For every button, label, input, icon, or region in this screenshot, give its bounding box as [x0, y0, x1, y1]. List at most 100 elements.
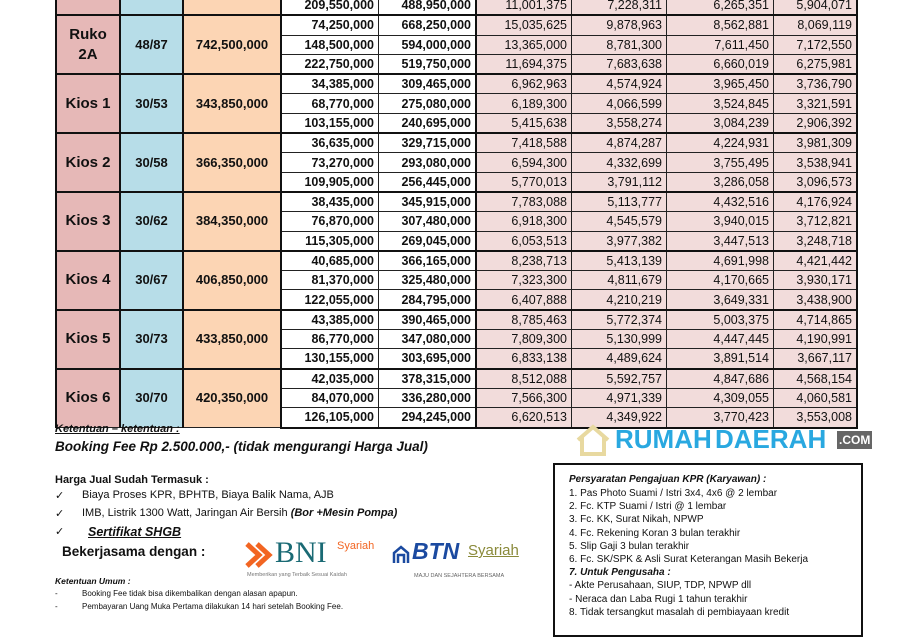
- dp-cell: 209,550,000: [280, 0, 379, 16]
- kpr-item: 7. Untuk Pengusaha :: [569, 567, 671, 579]
- monthly-cell: 8,562,881: [666, 14, 774, 36]
- table-row: 81,370,000 325,480,000 7,323,300 4,811,679 4…: [56, 270, 858, 291]
- dash-bullet: -: [55, 589, 58, 598]
- monthly-cell: 4,176,924: [773, 190, 858, 213]
- monthly-cell: 6,620,513: [475, 407, 572, 429]
- monthly-cell: 3,965,450: [666, 73, 774, 95]
- dp-cell: 81,370,000: [280, 270, 379, 291]
- monthly-cell: 3,667,117: [773, 348, 858, 370]
- btn-name: BTN: [412, 538, 460, 564]
- unit-type: Kios 3: [55, 190, 121, 252]
- price-cell: [182, 0, 282, 16]
- table-row: Kios 4 30/67 406,850,000 40,685,000 366,165,…: [55, 249, 858, 311]
- monthly-cell: 4,060,581: [773, 387, 858, 409]
- unit-size: 30/70: [119, 367, 184, 429]
- monthly-cell: 3,553,008: [773, 407, 858, 429]
- monthly-cell: 4,332,699: [571, 152, 667, 173]
- monthly-cell: 4,066,599: [571, 93, 667, 114]
- remaining-cell: 668,250,000: [378, 14, 477, 36]
- remaining-cell: 256,445,000: [378, 171, 477, 193]
- unit-price: 406,850,000: [182, 249, 282, 311]
- monthly-cell: 3,770,423: [666, 407, 774, 429]
- kpr-item: 1. Pas Photo Suami / Istri 3x4, 4x6 @ 2 …: [569, 488, 778, 499]
- monthly-cell: 3,791,112: [571, 171, 667, 193]
- monthly-cell: 13,365,000: [475, 34, 572, 55]
- monthly-cell: 3,096,573: [773, 171, 858, 193]
- btn-syariah-logo: BTN Syariah MAJU DAN SEJAHTERA BERSAMA: [392, 538, 542, 580]
- monthly-cell: 5,130,999: [571, 329, 667, 350]
- monthly-cell: 7,172,550: [773, 34, 858, 55]
- watermark-suffix: .COM: [837, 431, 873, 449]
- monthly-cell: 3,940,015: [666, 211, 774, 232]
- monthly-cell: 5,904,071: [773, 0, 858, 16]
- type-cell: [55, 0, 121, 16]
- monthly-cell: 4,421,442: [773, 249, 858, 272]
- table-row: 76,870,000 307,480,000 6,918,300 4,545,579 3…: [56, 211, 858, 232]
- dp-cell: 103,155,000: [280, 112, 379, 134]
- size-cell: [119, 0, 184, 16]
- include-item: Biaya Proses KPR, BPHTB, Biaya Balik Nam…: [82, 489, 334, 501]
- unit-price: 343,850,000: [182, 73, 282, 134]
- table-row: Kios 5 30/73 433,850,000 43,385,000 390,465,…: [55, 308, 858, 370]
- btn-tagline: MAJU DAN SEJAHTERA BERSAMA: [414, 573, 505, 579]
- dp-cell: 76,870,000: [280, 211, 379, 232]
- table-row: 68,770,000 275,080,000 6,189,300 4,066,599 3…: [56, 93, 858, 114]
- monthly-cell: 4,447,445: [666, 329, 774, 350]
- monthly-cell: 3,930,171: [773, 270, 858, 291]
- monthly-cell: 3,977,382: [571, 230, 667, 252]
- monthly-cell: 4,811,679: [571, 270, 667, 291]
- dp-cell: 74,250,000: [280, 14, 379, 36]
- dp-cell: 36,635,000: [280, 132, 379, 154]
- dp-cell: 148,500,000: [280, 34, 379, 55]
- house-icon: [576, 424, 610, 456]
- bni-logo-icon: [245, 542, 273, 568]
- monthly-cell: 9,878,963: [571, 14, 667, 36]
- monthly-cell: 3,447,513: [666, 230, 774, 252]
- dp-cell: 115,305,000: [280, 230, 379, 252]
- kpr-item: 8. Tidak tersangkut masalah di pembiayaa…: [569, 606, 790, 618]
- monthly-cell: 5,770,013: [475, 171, 572, 193]
- monthly-cell: 4,691,998: [666, 249, 774, 272]
- monthly-cell: 5,003,375: [666, 308, 774, 331]
- unit-type: Kios 4: [55, 249, 121, 311]
- monthly-cell: 8,781,300: [571, 34, 667, 55]
- unit-price: 433,850,000: [182, 308, 282, 370]
- kpr-item: - Neraca dan Laba Rugi 1 tahun terakhir: [569, 593, 748, 605]
- monthly-cell: 8,512,088: [475, 367, 572, 389]
- dp-cell: 222,750,000: [280, 53, 379, 75]
- remaining-cell: 336,280,000: [378, 387, 477, 409]
- monthly-cell: 6,962,963: [475, 73, 572, 95]
- partner-label: Bekerjasama dengan :: [62, 544, 206, 559]
- remaining-cell: 294,245,000: [378, 407, 477, 429]
- monthly-cell: 6,660,019: [666, 53, 774, 75]
- monthly-cell: 3,438,900: [773, 289, 858, 311]
- monthly-cell: 7,228,311: [571, 0, 667, 16]
- btn-logo-icon: [392, 545, 410, 563]
- dp-cell: 73,270,000: [280, 152, 379, 173]
- monthly-cell: 6,189,300: [475, 93, 572, 114]
- unit-type: Kios 2: [55, 132, 121, 193]
- unit-size: 30/67: [119, 249, 184, 311]
- monthly-cell: 7,783,088: [475, 190, 572, 213]
- monthly-cell: 5,415,638: [475, 112, 572, 134]
- terms-heading: Ketentuan – ketentuan :: [55, 423, 180, 435]
- monthly-cell: 4,489,624: [571, 348, 667, 370]
- monthly-cell: 4,545,579: [571, 211, 667, 232]
- monthly-cell: 4,971,339: [571, 387, 667, 409]
- monthly-cell: 3,321,591: [773, 93, 858, 114]
- remaining-cell: 329,715,000: [378, 132, 477, 154]
- monthly-cell: 7,809,300: [475, 329, 572, 350]
- monthly-cell: 3,286,058: [666, 171, 774, 193]
- monthly-cell: 3,736,790: [773, 73, 858, 95]
- monthly-cell: 7,566,300: [475, 387, 572, 409]
- dp-cell: 34,385,000: [280, 73, 379, 95]
- monthly-cell: 4,874,287: [571, 132, 667, 154]
- remaining-cell: 307,480,000: [378, 211, 477, 232]
- unit-size: 30/53: [119, 73, 184, 134]
- monthly-cell: 3,755,495: [666, 152, 774, 173]
- monthly-cell: 8,785,463: [475, 308, 572, 331]
- remaining-cell: 378,315,000: [378, 367, 477, 389]
- monthly-cell: 8,069,119: [773, 14, 858, 36]
- monthly-cell: 5,413,139: [571, 249, 667, 272]
- dp-cell: 126,105,000: [280, 407, 379, 429]
